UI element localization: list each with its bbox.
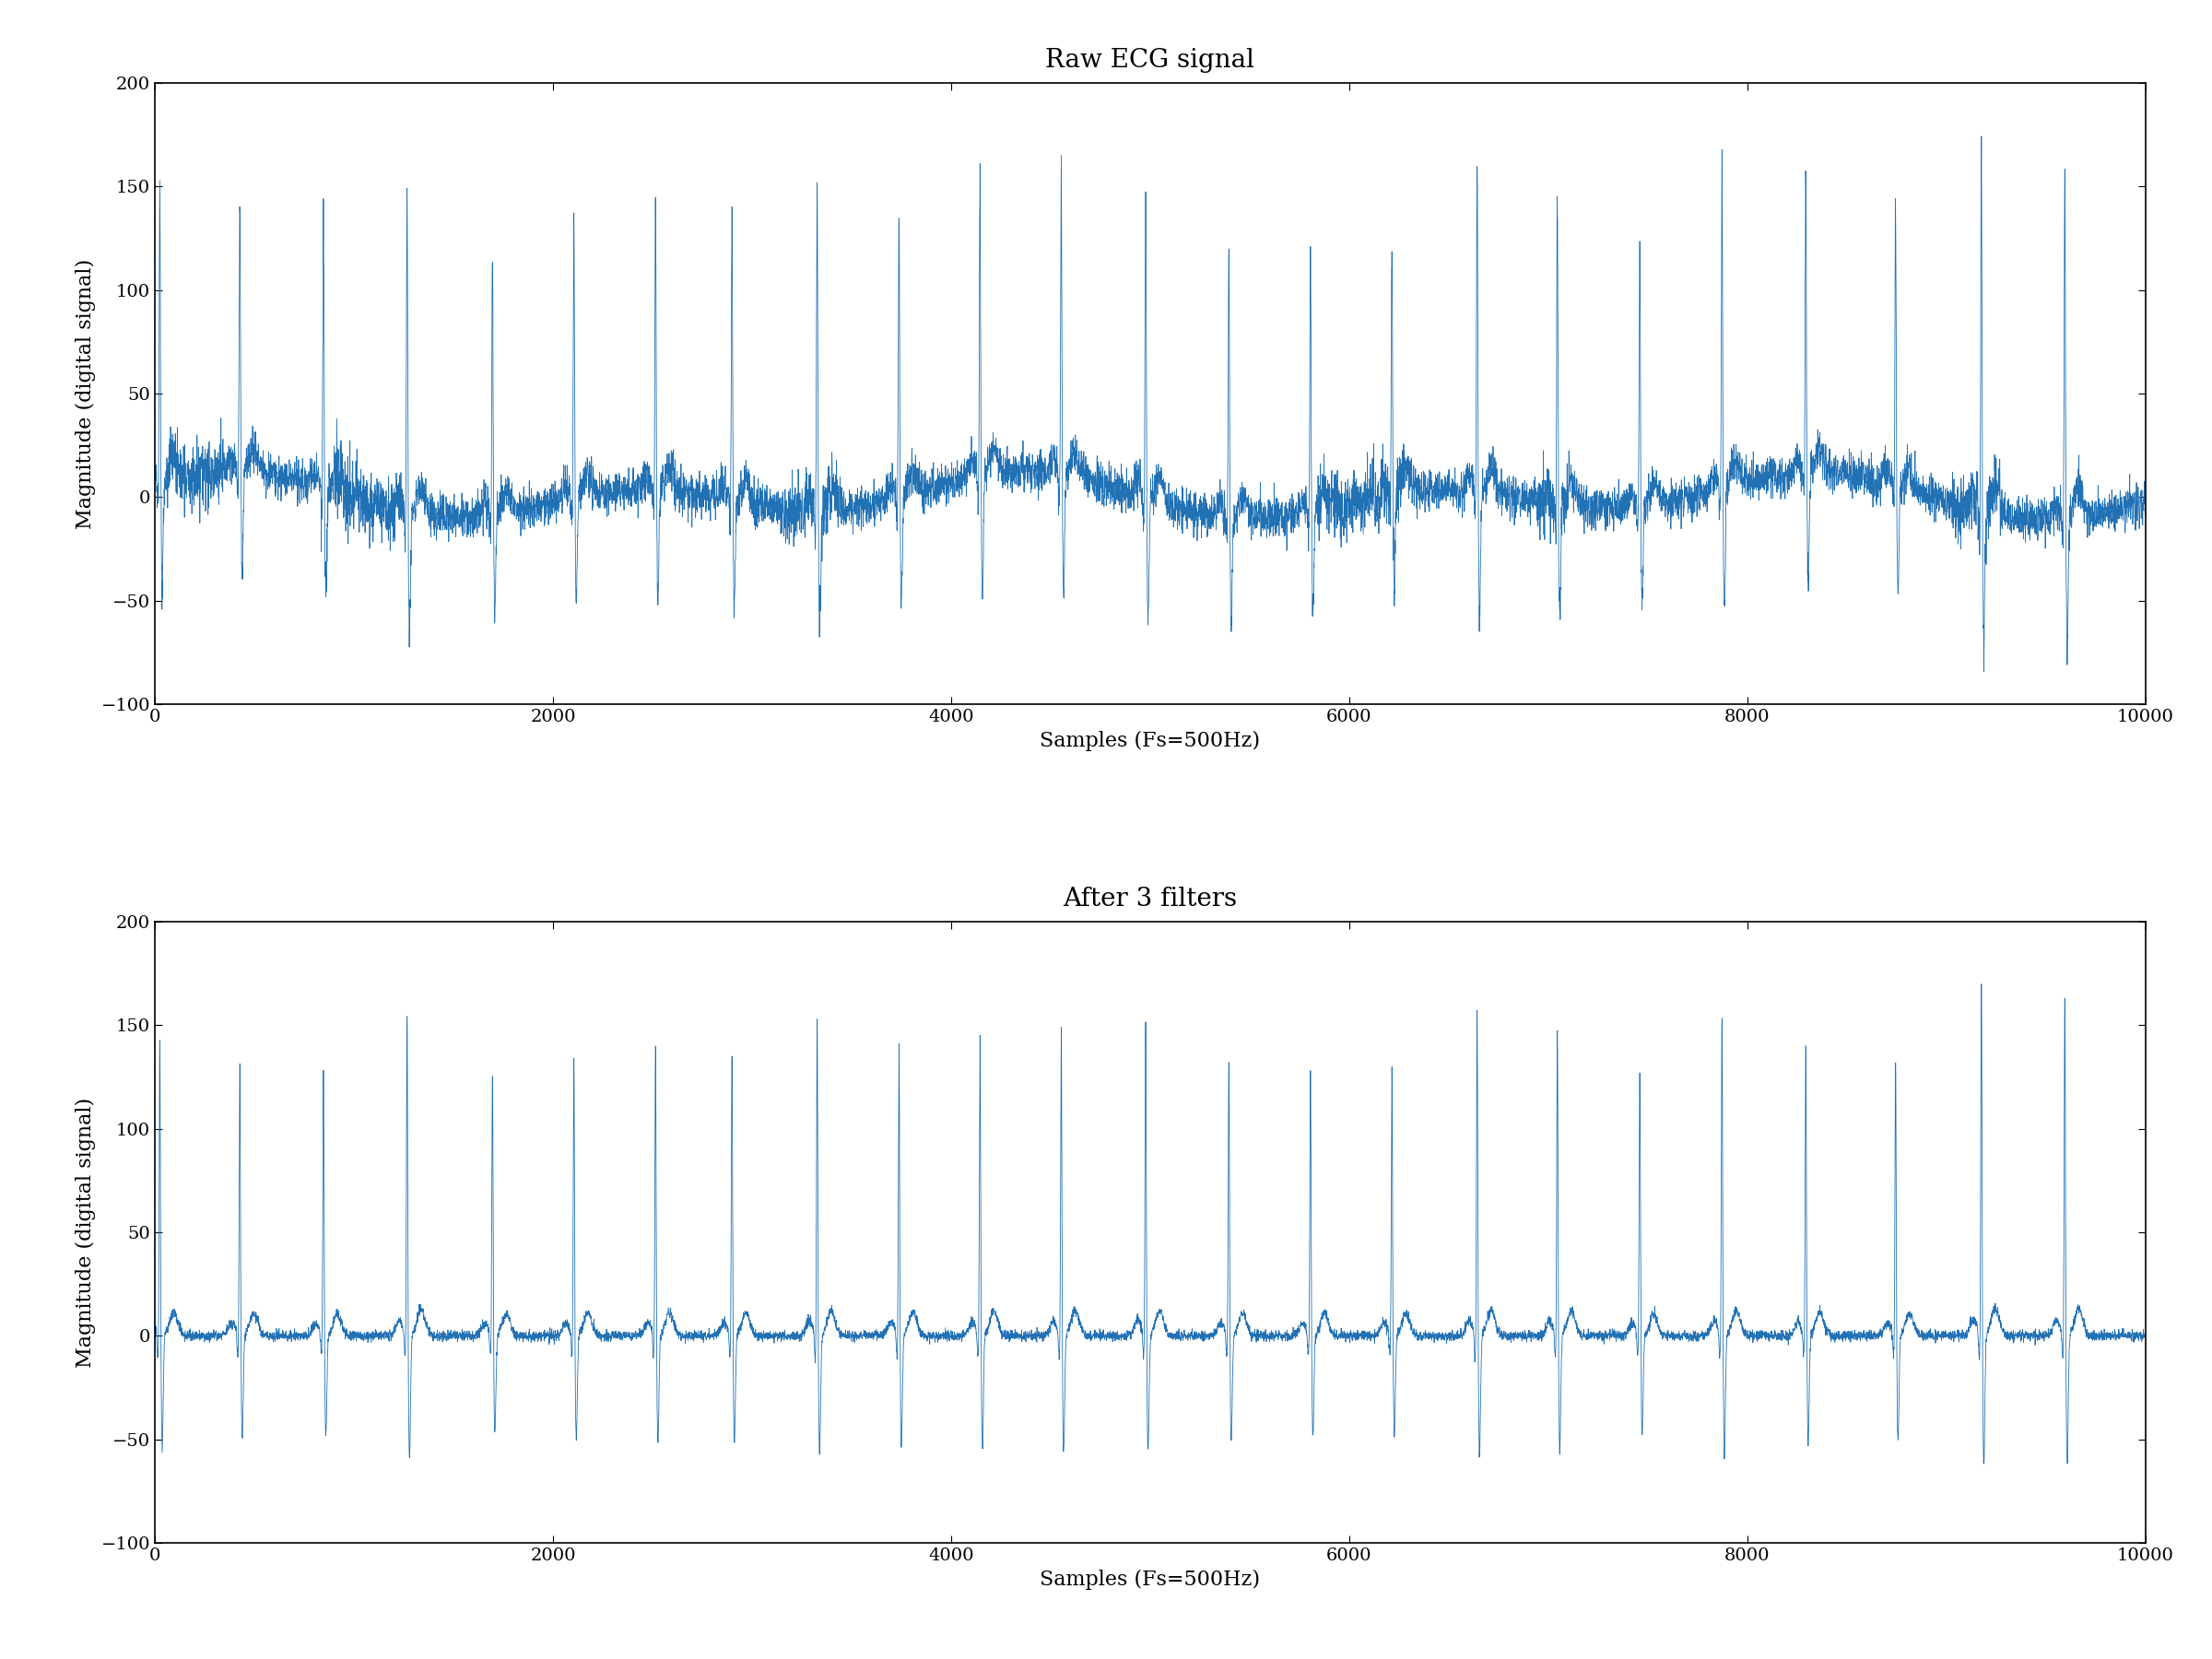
Title: After 3 filters: After 3 filters [1064, 888, 1237, 912]
Y-axis label: Magnitude (digital signal): Magnitude (digital signal) [75, 259, 95, 529]
Title: Raw ECG signal: Raw ECG signal [1046, 48, 1254, 73]
X-axis label: Samples (Fs=500Hz): Samples (Fs=500Hz) [1040, 730, 1261, 752]
X-axis label: Samples (Fs=500Hz): Samples (Fs=500Hz) [1040, 1569, 1261, 1589]
Y-axis label: Magnitude (digital signal): Magnitude (digital signal) [75, 1097, 95, 1367]
